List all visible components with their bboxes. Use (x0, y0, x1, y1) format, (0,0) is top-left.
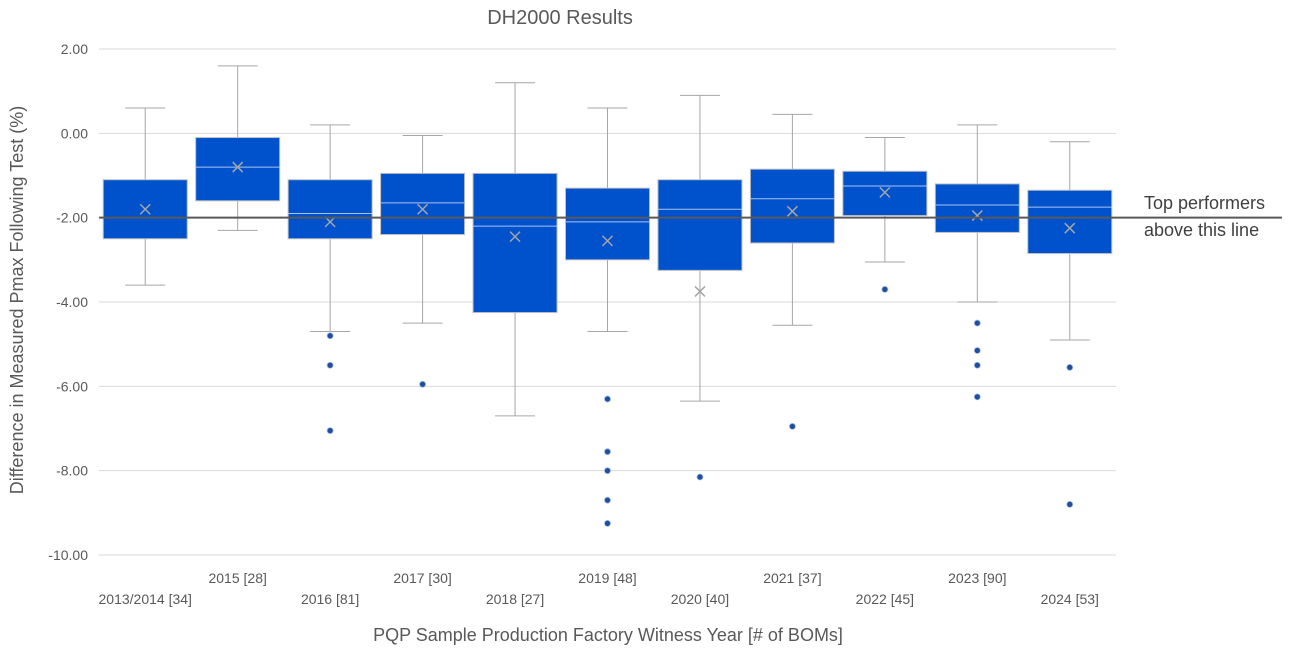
outlier-point (1066, 363, 1074, 371)
outlier-point (973, 393, 981, 401)
chart-title: DH2000 Results (487, 7, 633, 29)
box-group (565, 107, 650, 527)
box-iqr (287, 179, 373, 240)
box-iqr (934, 183, 1020, 233)
x-tick-label: 2022 [45] (856, 591, 914, 607)
reference-line-label-2: above this line (1144, 220, 1259, 240)
box-series (102, 65, 1113, 527)
x-tick-label: 2013/2014 [34] (99, 591, 192, 607)
outlier-point (604, 467, 611, 475)
outlier-point (604, 496, 611, 504)
outlier-point (789, 422, 796, 430)
x-tick-label: 2017 [30] (393, 570, 451, 586)
box-group (287, 124, 373, 435)
y-tick-label: 0.00 (61, 125, 88, 141)
x-tick-label: 2021 [37] (763, 570, 821, 586)
x-axis-ticks: 2013/2014 [34] 2015 [28] 2016 [81] 2017 [30… (99, 570, 1099, 607)
outlier-point (973, 319, 981, 327)
outlier-point (326, 427, 334, 435)
y-tick-label: -10.00 (48, 547, 88, 563)
y-axis-title: Difference in Measured Pmax Following Te… (7, 106, 27, 495)
mean-marker (1064, 222, 1076, 234)
box-group (472, 82, 558, 417)
box-iqr (749, 168, 835, 244)
box-iqr (565, 187, 650, 261)
mean-marker (509, 231, 521, 243)
mean-marker (601, 235, 614, 247)
box-iqr (1027, 189, 1113, 255)
y-tick-label: -8.00 (56, 463, 88, 479)
x-tick-label: 2015 [28] (208, 570, 266, 586)
x-tick-label: 2018 [27] (486, 591, 544, 607)
mean-marker (971, 210, 983, 222)
outlier-point (881, 285, 889, 293)
box-group (934, 124, 1020, 401)
mean-marker (879, 186, 891, 198)
x-tick-label: 2023 [90] (948, 570, 1006, 586)
box-group (380, 134, 466, 388)
box-group (657, 94, 743, 481)
x-tick-label: 2024 [53] (1041, 591, 1099, 607)
x-tick-label: 2016 [81] (301, 591, 359, 607)
mean-marker (232, 161, 244, 173)
outlier-point (604, 395, 611, 403)
box-iqr (195, 137, 281, 202)
outlier-point (973, 347, 981, 354)
box-iqr (380, 172, 466, 236)
outlier-point (1066, 500, 1074, 508)
outlier-point (696, 473, 704, 481)
mean-marker (417, 203, 429, 215)
y-tick-label: 2.00 (61, 41, 88, 57)
box-group (1027, 141, 1113, 508)
box-group (842, 137, 928, 293)
y-tick-label: -2.00 (56, 210, 88, 226)
x-tick-label: 2019 [48] (578, 570, 636, 586)
box-iqr (657, 179, 743, 271)
outlier-point (604, 519, 611, 527)
mean-marker (694, 285, 706, 297)
y-tick-label: -6.00 (56, 378, 88, 394)
mean-marker (786, 205, 798, 217)
y-axis-ticks: 2.00 0.00 -2.00 -4.00 -6.00 -8.00 -10.00 (48, 41, 88, 563)
outlier-point (973, 361, 981, 369)
reference-line-label-1: Top performers (1144, 193, 1265, 213)
box-group (102, 107, 188, 286)
outlier-point (326, 361, 334, 369)
y-tick-label: -4.00 (56, 294, 88, 310)
mean-marker (139, 203, 151, 215)
x-tick-label: 2020 [40] (671, 591, 729, 607)
outlier-point (604, 448, 611, 456)
box-group (195, 65, 281, 231)
outlier-point (326, 332, 334, 340)
outlier-point (419, 380, 426, 388)
box-iqr (472, 172, 558, 314)
x-axis-title: PQP Sample Production Factory Witness Ye… (373, 625, 843, 645)
box-group (749, 113, 835, 430)
